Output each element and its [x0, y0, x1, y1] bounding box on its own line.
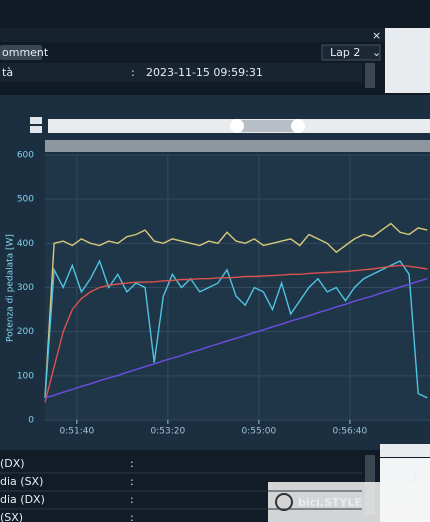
range-selection[interactable] [237, 120, 298, 132]
y-tick-label: 200 [17, 327, 34, 337]
scrollbar[interactable] [365, 63, 375, 88]
temp-value: 1 [412, 473, 419, 486]
row-label: dia (SX) [0, 475, 43, 488]
temp-header-bg [380, 444, 430, 457]
row-label: dia (DX) [0, 493, 45, 506]
row-label: (SX) [0, 511, 23, 522]
y-axis-label: Potenza di pedalata [W] [6, 234, 16, 342]
date-label: tà [2, 66, 13, 79]
watermark: bici.STYLE [298, 496, 362, 509]
range-handle[interactable] [230, 119, 244, 133]
right-sub: Gi [418, 55, 430, 68]
lap-select-text[interactable]: Lap 2 [330, 46, 360, 59]
lap-select[interactable] [321, 44, 381, 61]
y-tick-label: 400 [17, 239, 34, 249]
row-sep: : [130, 457, 134, 470]
series-line [44, 259, 428, 399]
y-tick-label: 600 [17, 151, 34, 161]
comment-button[interactable] [0, 45, 42, 60]
y-tick-label: 500 [17, 195, 34, 205]
zoom-out[interactable] [30, 126, 42, 133]
row-label: (DX) [0, 457, 25, 470]
watermark-logo [275, 493, 293, 511]
temp-header[interactable]: ▲ Temp [382, 444, 423, 457]
x-tick-label: 0:56:40 [333, 427, 368, 437]
series-line [44, 222, 428, 398]
date-row [0, 63, 362, 82]
y-tick-label: 0 [28, 416, 34, 426]
dropdown-arrow: ⌄ [372, 46, 381, 59]
x-tick-label: 0:53:20 [151, 427, 186, 437]
date-value: 2023-11-15 09:59:31 [146, 66, 263, 79]
right-tab[interactable]: Elenco gi [390, 29, 430, 42]
y-tick-label: 300 [17, 283, 34, 293]
series-line [44, 264, 428, 403]
close-icon[interactable]: × [372, 29, 381, 42]
y-tick-label: 100 [17, 371, 34, 381]
x-tick-label: 0:55:00 [242, 427, 277, 437]
overview-bar [45, 140, 430, 152]
comment-button-text[interactable]: omment [2, 46, 49, 59]
right-panel [385, 28, 430, 93]
row-sep: : [130, 493, 134, 506]
toolbar [0, 28, 385, 42]
series-line [44, 278, 428, 399]
range-handle[interactable] [291, 119, 305, 133]
x-tick-label: 0:51:40 [60, 427, 95, 437]
date-sep: : [131, 66, 135, 79]
row-sep: : [130, 475, 134, 488]
zoom-in[interactable] [30, 117, 42, 124]
watermark-box [268, 482, 430, 522]
row-sep: : [130, 511, 134, 522]
